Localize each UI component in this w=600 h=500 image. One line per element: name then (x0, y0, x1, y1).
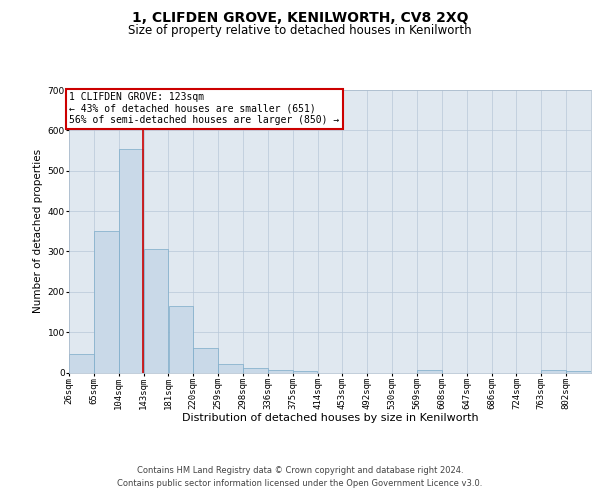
Bar (169, 306, 193, 372)
Y-axis label: Number of detached properties: Number of detached properties (34, 149, 43, 314)
Text: Contains HM Land Registry data © Crown copyright and database right 2024.
Contai: Contains HM Land Registry data © Crown c… (118, 466, 482, 487)
Text: 1 CLIFDEN GROVE: 123sqm
← 43% of detached houses are smaller (651)
56% of semi-d: 1 CLIFDEN GROVE: 123sqm ← 43% of detache… (70, 92, 340, 125)
X-axis label: Distribution of detached houses by size in Kenilworth: Distribution of detached houses by size … (182, 413, 478, 423)
Bar (566, 371, 591, 372)
Bar (193, 348, 218, 372)
Text: 1, CLIFDEN GROVE, KENILWORTH, CV8 2XQ: 1, CLIFDEN GROVE, KENILWORTH, CV8 2XQ (132, 11, 468, 25)
Bar (293, 371, 317, 372)
Text: Size of property relative to detached houses in Kenilworth: Size of property relative to detached ho… (128, 24, 472, 37)
Bar (417, 370, 442, 372)
Bar (268, 370, 293, 372)
Bar (143, 250, 169, 372)
Bar (243, 368, 268, 372)
Bar (119, 148, 143, 372)
Bar (69, 354, 94, 372)
Bar (218, 364, 243, 372)
Bar (94, 231, 119, 372)
Bar (541, 370, 566, 372)
